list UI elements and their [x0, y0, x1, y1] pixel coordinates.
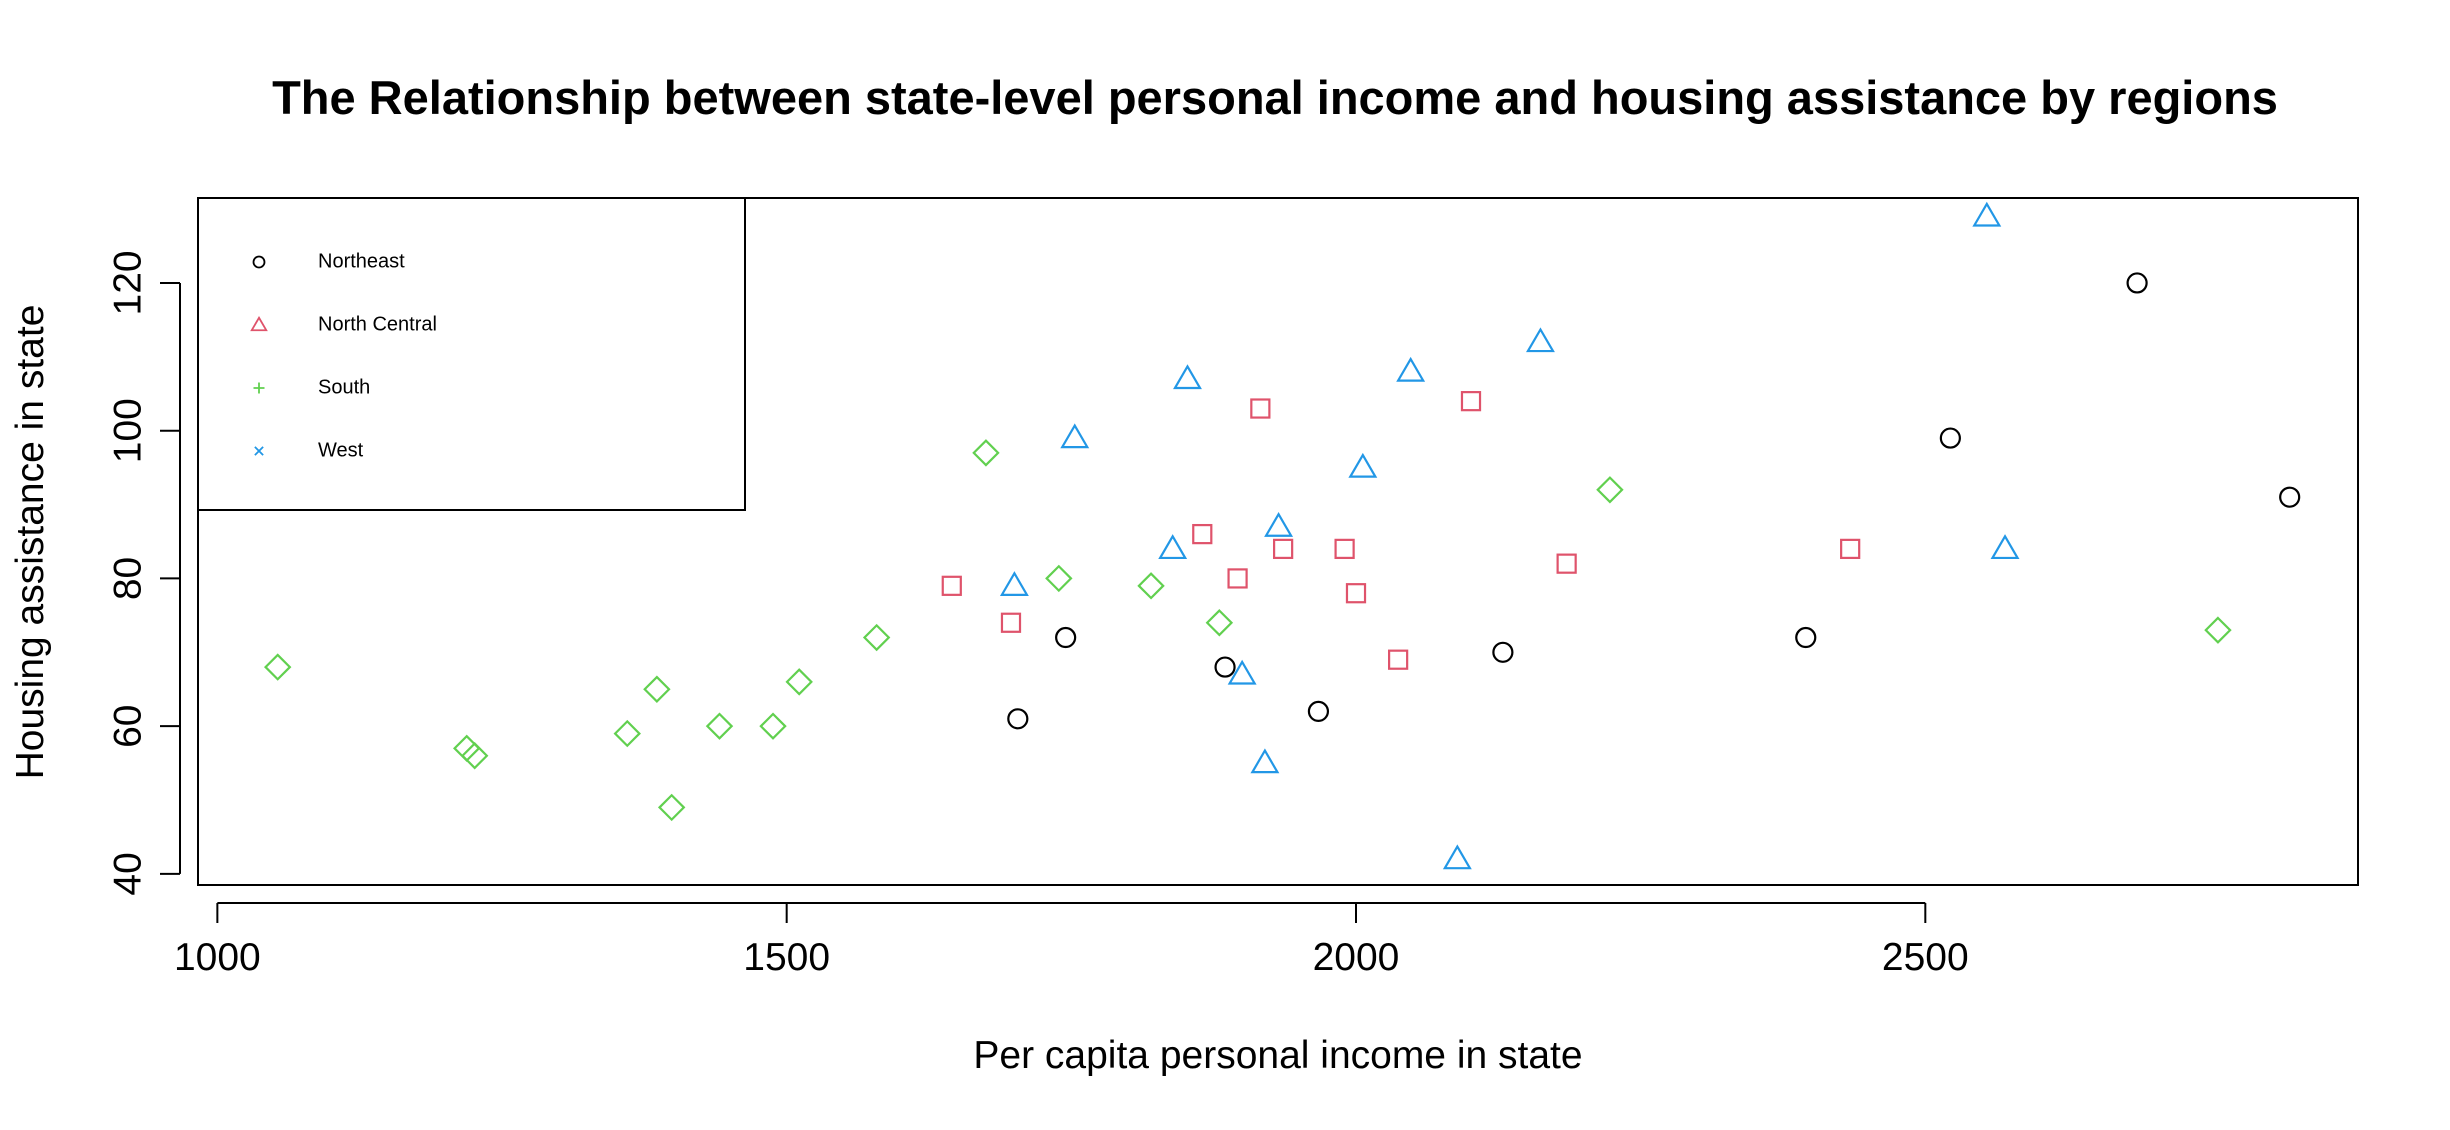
point-s0-7: [2126, 272, 2148, 294]
point-s1-0: [941, 575, 962, 596]
plot-area-frame: [197, 197, 2359, 886]
point-s3-4: [1227, 659, 1257, 685]
point-s0-5: [1795, 626, 1817, 649]
point-s0-3: [1307, 700, 1330, 723]
point-s3-1: [1060, 423, 1090, 449]
point-s3-10: [1526, 327, 1555, 353]
point-s3-5: [1250, 748, 1280, 774]
point-s2-5: [657, 793, 686, 822]
point-s2-8: [785, 668, 813, 696]
point-s2-2: [460, 742, 489, 770]
point-s1-1: [1000, 612, 1022, 633]
point-s2-3: [613, 719, 641, 748]
point-s3-12: [1990, 534, 2020, 560]
point-s2-4: [643, 675, 671, 703]
point-s1-6: [1334, 538, 1355, 560]
y-tick-label-1: 60: [106, 704, 149, 747]
point-s2-13: [1205, 609, 1234, 637]
point-s3-9: [1442, 844, 1472, 870]
point-s0-8: [2279, 486, 2301, 508]
y-axis: 40 60 80 100 120: [106, 250, 181, 896]
point-s1-2: [1192, 523, 1213, 545]
legend-label-2: South: [318, 376, 370, 398]
legend-label-3: West: [318, 439, 364, 461]
point-s2-11: [1045, 564, 1073, 593]
y-tick-label-4: 120: [106, 250, 149, 315]
legend-marker-0: [252, 255, 266, 269]
x-axis: 1000 1500 2000 2500: [174, 902, 1969, 979]
legend-marker-3: [254, 446, 264, 456]
y-axis-label: Housing assistance in state: [9, 305, 52, 780]
point-s2-1: [453, 734, 481, 763]
point-s3-11: [1972, 201, 2002, 227]
x-tick-label-2: 2000: [1313, 936, 1400, 979]
point-s0-6: [1939, 427, 1961, 449]
point-s2-15: [2204, 616, 2232, 644]
legend-box: [197, 197, 746, 511]
point-s0-2: [1214, 656, 1236, 678]
point-s1-10: [1556, 553, 1577, 574]
x-axis-label: Per capita personal income in state: [973, 1034, 1582, 1077]
x-tick-label-1: 1500: [743, 936, 830, 979]
legend-label-0: Northeast: [318, 250, 405, 272]
legend-marker-1: [250, 315, 268, 332]
point-s1-5: [1272, 538, 1294, 560]
point-s1-9: [1460, 391, 1482, 412]
point-s3-0: [999, 571, 1029, 596]
chart-title: The Relationship between state-level per…: [272, 71, 2278, 124]
point-s3-2: [1158, 534, 1188, 560]
point-s1-3: [1227, 568, 1248, 589]
point-s2-0: [263, 653, 292, 681]
point-s1-4: [1250, 398, 1271, 419]
point-s1-8: [1388, 649, 1409, 670]
point-s2-14: [1596, 476, 1624, 504]
legend-label-1: North Central: [318, 313, 437, 335]
point-s3-6: [1264, 511, 1294, 537]
point-s2-10: [972, 439, 1000, 467]
point-s2-7: [759, 712, 787, 740]
legend: Northeast North Central South West: [197, 197, 746, 511]
x-tick-label-3: 2500: [1882, 936, 1969, 979]
y-tick-label-2: 80: [106, 557, 149, 600]
point-s0-0: [1007, 708, 1029, 730]
data-points: [263, 201, 2301, 870]
point-s3-3: [1173, 364, 1202, 390]
point-s0-1: [1055, 626, 1077, 649]
point-s2-12: [1137, 572, 1165, 600]
point-s2-9: [862, 623, 891, 652]
point-s3-8: [1396, 356, 1426, 382]
y-tick-label-3: 100: [106, 398, 149, 463]
legend-marker-2: [253, 382, 265, 394]
y-tick-label-0: 40: [106, 852, 149, 895]
point-s2-6: [705, 712, 734, 740]
point-s3-7: [1348, 452, 1378, 478]
x-tick-label-0: 1000: [174, 936, 261, 979]
point-s0-4: [1492, 641, 1514, 663]
point-s1-7: [1345, 583, 1367, 604]
point-s1-11: [1840, 538, 1861, 560]
